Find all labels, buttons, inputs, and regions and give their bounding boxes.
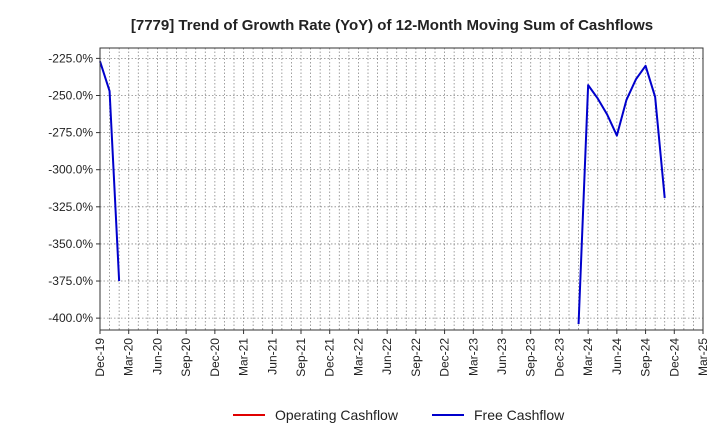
y-axis-ticks: -225.0% -250.0% -275.0% -300.0% -325.0% -350.… <box>48 51 100 325</box>
legend: Operating Cashflow Free Cashflow <box>233 407 565 423</box>
x-tick-label: Jun-24 <box>610 338 624 375</box>
legend-label: Operating Cashflow <box>275 407 399 423</box>
x-tick-label: Mar-20 <box>122 338 136 376</box>
x-tick-label: Jun-23 <box>495 338 509 375</box>
x-tick-label: Sep-23 <box>524 338 538 377</box>
x-tick-label: Mar-25 <box>696 338 710 376</box>
x-tick-label: Dec-22 <box>438 338 452 377</box>
chart-title: [7779] Trend of Growth Rate (YoY) of 12-… <box>131 17 653 34</box>
y-tick-label: -325.0% <box>48 200 93 214</box>
x-tick-label: Jun-20 <box>150 338 164 375</box>
x-tick-label: Dec-24 <box>667 338 681 377</box>
y-tick-label: -250.0% <box>48 88 93 102</box>
y-tick-label: -275.0% <box>48 126 93 140</box>
legend-label: Free Cashflow <box>474 407 565 423</box>
y-tick-label: -400.0% <box>48 311 93 325</box>
series-line-segment <box>577 64 666 325</box>
x-tick-label: Dec-21 <box>323 338 337 377</box>
x-tick-label: Jun-22 <box>380 338 394 375</box>
series-line-segment <box>99 61 121 282</box>
x-axis-ticks: Dec-19 Mar-20 Jun-20 Sep-20 Dec-20 Mar-21 Jun-… <box>93 330 710 377</box>
y-tick-label: -375.0% <box>48 274 93 288</box>
x-tick-label: Dec-19 <box>93 338 107 377</box>
series-lines <box>99 61 666 325</box>
x-tick-label: Sep-24 <box>639 338 653 377</box>
x-tick-label: Sep-21 <box>294 338 308 377</box>
x-tick-label: Dec-20 <box>208 338 222 377</box>
x-tick-label: Jun-21 <box>265 338 279 375</box>
x-tick-label: Mar-21 <box>237 338 251 376</box>
plot-frame <box>99 47 704 331</box>
x-tick-label: Sep-22 <box>409 338 423 377</box>
y-tick-label: -225.0% <box>48 51 93 65</box>
x-tick-label: Dec-23 <box>552 338 566 377</box>
x-tick-label: Sep-20 <box>179 338 193 377</box>
x-tick-label: Mar-23 <box>466 338 480 376</box>
y-tick-label: -350.0% <box>48 237 93 251</box>
y-tick-label: -300.0% <box>48 163 93 177</box>
x-tick-label: Mar-24 <box>581 338 595 376</box>
x-tick-label: Mar-22 <box>351 338 365 376</box>
grid <box>100 48 703 330</box>
